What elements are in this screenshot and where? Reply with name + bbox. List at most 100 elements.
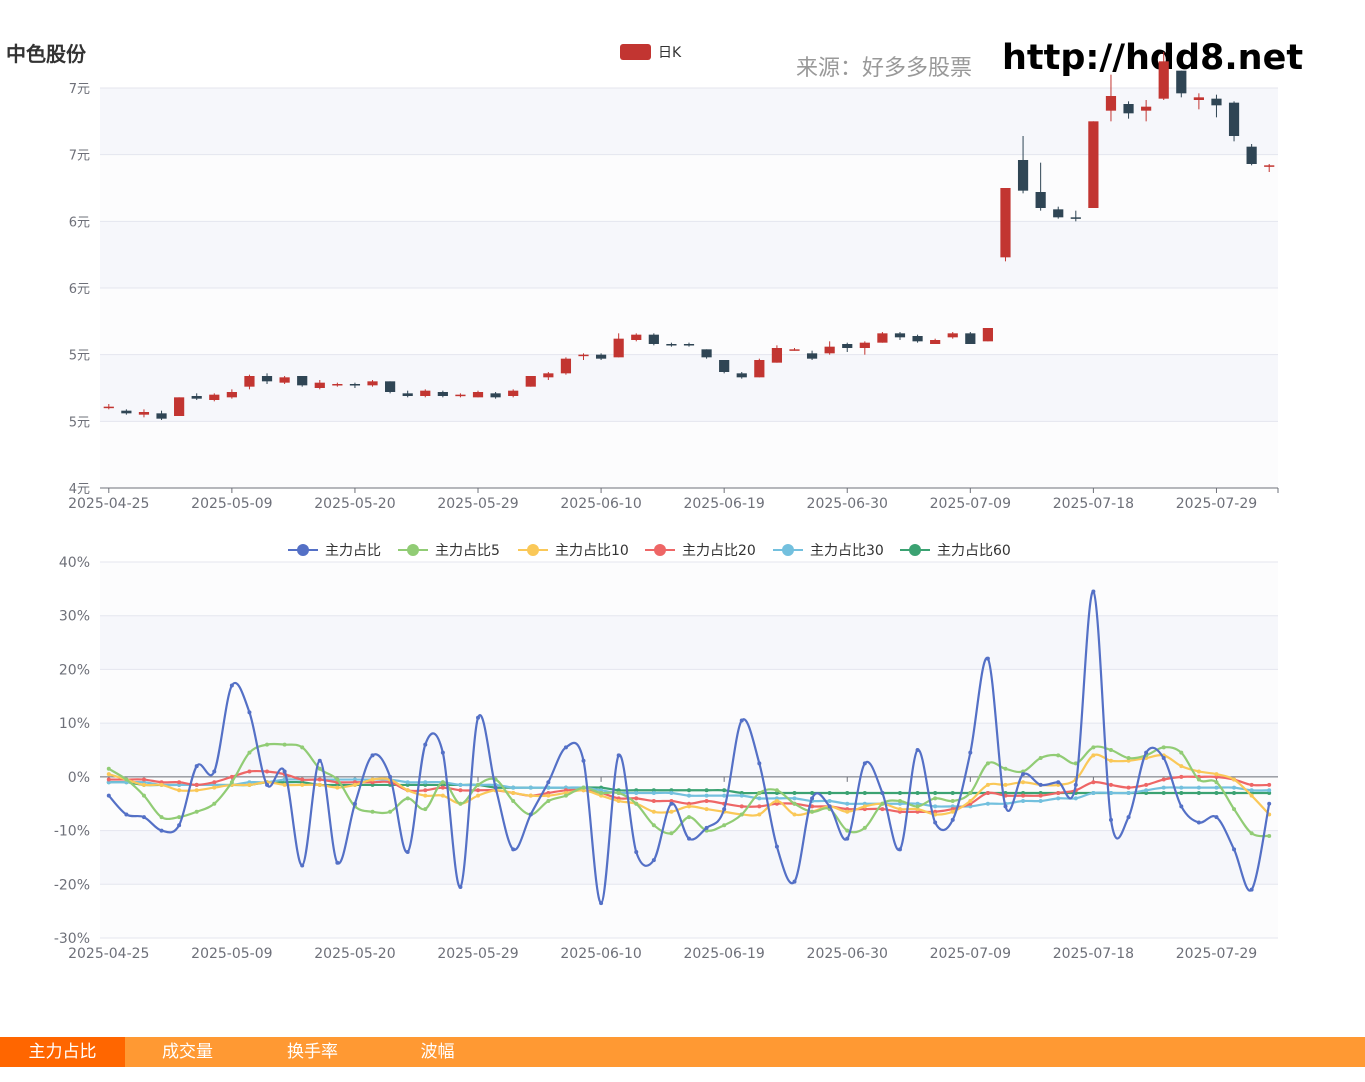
candle-body [174, 397, 185, 416]
series-point [1108, 790, 1113, 795]
tab-turnover[interactable]: 换手率 [287, 1042, 338, 1062]
series-point [634, 790, 639, 795]
series-point [1091, 753, 1096, 758]
series-point [106, 772, 111, 777]
series-point [317, 782, 322, 787]
line-legend-marker [909, 544, 921, 556]
series-point [1196, 785, 1201, 790]
series-point [194, 764, 199, 769]
series-point [177, 788, 182, 793]
candle-body [1017, 160, 1029, 191]
line-legend-marker [297, 544, 309, 556]
kline-grid-band [100, 88, 1278, 155]
series-point [599, 901, 604, 906]
series-point [194, 788, 199, 793]
series-1 [106, 742, 1272, 838]
series-point [1073, 796, 1078, 801]
series-point [388, 809, 393, 814]
series-point [1179, 764, 1184, 769]
series-point [458, 788, 463, 793]
line-legend-label: 主力占比20 [682, 543, 756, 559]
series-point [774, 844, 779, 849]
candle-body [806, 353, 818, 359]
series-point [1249, 887, 1254, 892]
candle-body [1070, 217, 1081, 219]
kline-grid-band [100, 354, 1278, 422]
series-point [1214, 780, 1219, 785]
tab-volume[interactable]: 成交量 [162, 1042, 213, 1062]
series-point [440, 785, 445, 790]
series-point [282, 742, 287, 747]
series-point [528, 793, 533, 798]
series-point [106, 766, 111, 771]
series-point [1232, 785, 1237, 790]
series-point [739, 718, 744, 723]
kline-grid-band [100, 421, 1278, 488]
series-point [792, 812, 797, 817]
line-grid-band [100, 723, 1278, 777]
series-point [247, 769, 252, 774]
series-point [1179, 785, 1184, 790]
series-point [616, 790, 621, 795]
series-point [106, 777, 111, 782]
series-point [546, 785, 551, 790]
series-point [1179, 750, 1184, 755]
candle-body [209, 394, 220, 400]
series-point [722, 823, 727, 828]
series-point [476, 793, 481, 798]
series-point [423, 742, 428, 747]
series-point [141, 793, 146, 798]
series-point [739, 812, 744, 817]
series-point [704, 793, 709, 798]
series-point [1021, 799, 1026, 804]
series-point [1056, 796, 1061, 801]
series-point [985, 656, 990, 661]
series-point [1021, 793, 1026, 798]
line-grid-band [100, 884, 1278, 938]
kline-y-tick-label: 6元 [69, 215, 90, 230]
series-point [405, 850, 410, 855]
series-point [1196, 790, 1201, 795]
line-legend-label: 主力占比5 [435, 543, 500, 559]
series-point [405, 780, 410, 785]
candle-body [1035, 192, 1046, 208]
series-point [651, 823, 656, 828]
series-point [1214, 785, 1219, 790]
series-point [774, 788, 779, 793]
kline-legend-swatch [620, 44, 651, 60]
tab-main-ratio[interactable]: 主力占比 [0, 1037, 125, 1067]
series-point [950, 790, 955, 795]
series-point [1108, 748, 1113, 752]
line-legend-label: 主力占比10 [555, 543, 629, 559]
series-point [827, 799, 832, 804]
series-point [950, 809, 955, 814]
candle-body [736, 373, 747, 378]
stock-name: 中色股份 [6, 42, 86, 66]
candle-body [648, 334, 659, 344]
series-point [1091, 780, 1096, 785]
candle-body [1246, 146, 1257, 164]
series-point [985, 761, 990, 766]
series-point [687, 804, 691, 809]
series-point [1161, 745, 1166, 750]
site-url[interactable]: http://hdd8.net [1002, 38, 1304, 78]
series-point [616, 753, 621, 758]
series-point [212, 801, 217, 806]
line-y-tick-label: 0% [68, 770, 90, 786]
series-point [1249, 788, 1254, 793]
series-point [915, 790, 920, 795]
line-x-tick-label: 2025-07-18 [1053, 946, 1134, 962]
candle-body [631, 334, 642, 340]
series-point [317, 766, 322, 771]
series-point [1196, 820, 1201, 825]
series-point [1232, 807, 1237, 812]
series-point [581, 785, 586, 790]
series-point [1056, 753, 1061, 758]
tab-amplitude[interactable]: 波幅 [420, 1042, 455, 1062]
chart-canvas: 4元 5元 5元 6元 6元 7元 7元 2025-04-25 2025-05-09 2025-0… [54, 44, 1279, 962]
candle-body [455, 394, 466, 397]
series-point [1091, 589, 1096, 594]
series-point [563, 793, 568, 798]
candle-body [754, 360, 765, 378]
candle-body [771, 348, 783, 363]
